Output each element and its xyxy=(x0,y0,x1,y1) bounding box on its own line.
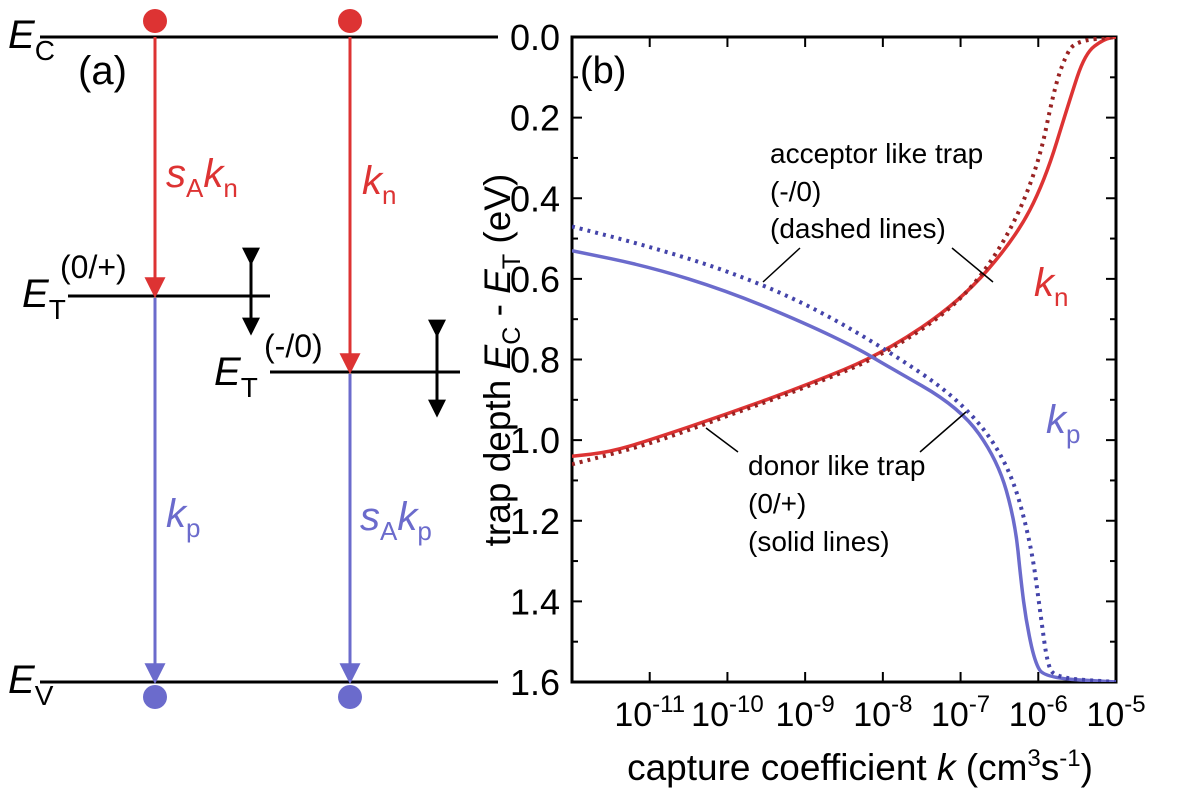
rate-label-donor-lower: kp xyxy=(166,492,200,543)
x-tick-labels: 10-11 10-10 10-9 10-8 10-7 10-6 10-5 xyxy=(614,691,1145,734)
curves xyxy=(572,37,1116,682)
acceptor-annotation-line1: acceptor like trap xyxy=(770,138,983,169)
electron-dot-acceptor xyxy=(338,9,362,33)
electron-dot-donor xyxy=(143,9,167,33)
series-kp-dashed xyxy=(572,224,1116,682)
y-tick-label: 0.8 xyxy=(510,340,560,381)
x-tick-label: 10-11 xyxy=(614,691,685,734)
donor-annotation-line3: (solid lines) xyxy=(748,526,890,557)
donor-annotation-line2: (0/+) xyxy=(748,488,806,519)
series-kn-solid xyxy=(572,37,1116,459)
x-tick-label: 10-10 xyxy=(691,691,764,734)
y-tick-label: 0.4 xyxy=(510,178,560,219)
et-donor-label: ET xyxy=(22,272,66,325)
x-axis-title: capture coefficient k (cm3s-1) xyxy=(627,745,1093,788)
rate-label-acceptor-lower: sAkp xyxy=(360,495,432,546)
donor-pointer-left xyxy=(705,427,739,453)
acceptor-pointer-left xyxy=(762,247,801,283)
y-tick-label: 0.0 xyxy=(510,17,560,58)
plot-frame xyxy=(570,35,1118,684)
y-tick-label: 1.0 xyxy=(510,420,560,461)
y-tick-label: 1.2 xyxy=(510,501,560,542)
band-diagram: EC (a) EV ET (0/+) ET (-/0) sAkn kn kp s… xyxy=(8,9,498,711)
acceptor-annotation-line2: (-/0) xyxy=(770,176,821,207)
acceptor-annotation-line3: (dashed lines) xyxy=(770,213,946,244)
panel-a-label: (a) xyxy=(78,49,127,93)
et-acceptor-label: ET xyxy=(214,350,258,403)
x-tick-label: 10-9 xyxy=(776,691,835,734)
kp-curve-label: kp xyxy=(1046,398,1080,449)
rate-label-acceptor-upper: kn xyxy=(362,159,396,210)
y-tick-label: 0.2 xyxy=(510,98,560,139)
ev-label: EV xyxy=(8,658,54,711)
donor-pointer-right xyxy=(919,411,967,453)
x-tick-label: 10-7 xyxy=(931,691,990,734)
x-tick-label: 10-5 xyxy=(1086,691,1145,734)
chart: 0.00.20.40.60.81.01.21.41.6 10-11 10-10 10… xyxy=(477,17,1146,788)
ec-label: EC xyxy=(8,13,55,66)
acceptor-pointer-right xyxy=(951,247,994,283)
hole-dot-acceptor xyxy=(338,685,362,709)
y-tick-label: 1.4 xyxy=(510,581,560,622)
panel-b-label: (b) xyxy=(580,50,626,92)
acceptor-annotation: acceptor like trap (-/0) (dashed lines) xyxy=(762,138,994,283)
x-tick-label: 10-8 xyxy=(853,691,912,734)
hole-dot-donor xyxy=(143,685,167,709)
donor-annotation: donor like trap (0/+) (solid lines) xyxy=(705,411,967,557)
kn-curve-label: kn xyxy=(1034,261,1068,312)
donor-annotation-line1: donor like trap xyxy=(748,450,925,481)
rate-label-donor-upper: sAkn xyxy=(166,152,238,203)
series-kp-solid xyxy=(572,248,1116,682)
y-tick-label: 1.6 xyxy=(510,662,560,703)
axis-ticks xyxy=(571,36,1117,683)
y-axis-title: trap depth EC - ET (eV) xyxy=(477,174,526,547)
et-donor-charge: (0/+) xyxy=(60,249,127,285)
et-acceptor-charge: (-/0) xyxy=(264,328,323,364)
y-tick-label: 0.6 xyxy=(510,259,560,300)
series-kn-dashed xyxy=(572,37,1116,467)
x-tick-label: 10-6 xyxy=(1009,691,1068,734)
y-tick-labels: 0.0 0.2 0.4 0.6 0.8 1.0 1.2 1.4 1.6 xyxy=(510,17,560,703)
